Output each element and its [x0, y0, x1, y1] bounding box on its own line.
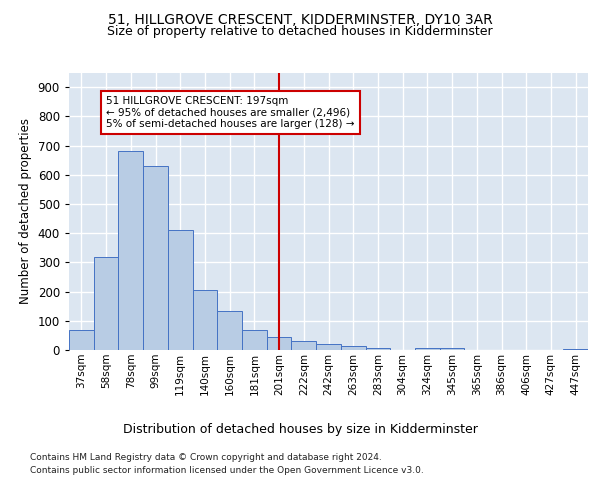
Y-axis label: Number of detached properties: Number of detached properties	[19, 118, 32, 304]
Bar	[440, 348, 464, 350]
Bar	[415, 348, 440, 350]
Text: Size of property relative to detached houses in Kidderminster: Size of property relative to detached ho…	[107, 25, 493, 38]
Text: Contains public sector information licensed under the Open Government Licence v3: Contains public sector information licen…	[30, 466, 424, 475]
Text: Distribution of detached houses by size in Kidderminster: Distribution of detached houses by size …	[122, 422, 478, 436]
Bar	[168, 230, 193, 350]
Bar	[292, 340, 316, 350]
Bar	[563, 348, 588, 350]
Text: 51, HILLGROVE CRESCENT, KIDDERMINSTER, DY10 3AR: 51, HILLGROVE CRESCENT, KIDDERMINSTER, D…	[107, 12, 493, 26]
Bar	[69, 330, 94, 350]
Bar	[365, 348, 390, 350]
Bar	[242, 330, 267, 350]
Bar	[94, 256, 118, 350]
Bar	[316, 344, 341, 350]
Bar	[143, 166, 168, 350]
Text: 51 HILLGROVE CRESCENT: 197sqm
← 95% of detached houses are smaller (2,496)
5% of: 51 HILLGROVE CRESCENT: 197sqm ← 95% of d…	[106, 96, 355, 129]
Bar	[341, 346, 365, 350]
Bar	[217, 310, 242, 350]
Bar	[193, 290, 217, 350]
Bar	[267, 337, 292, 350]
Bar	[118, 152, 143, 350]
Text: Contains HM Land Registry data © Crown copyright and database right 2024.: Contains HM Land Registry data © Crown c…	[30, 452, 382, 462]
